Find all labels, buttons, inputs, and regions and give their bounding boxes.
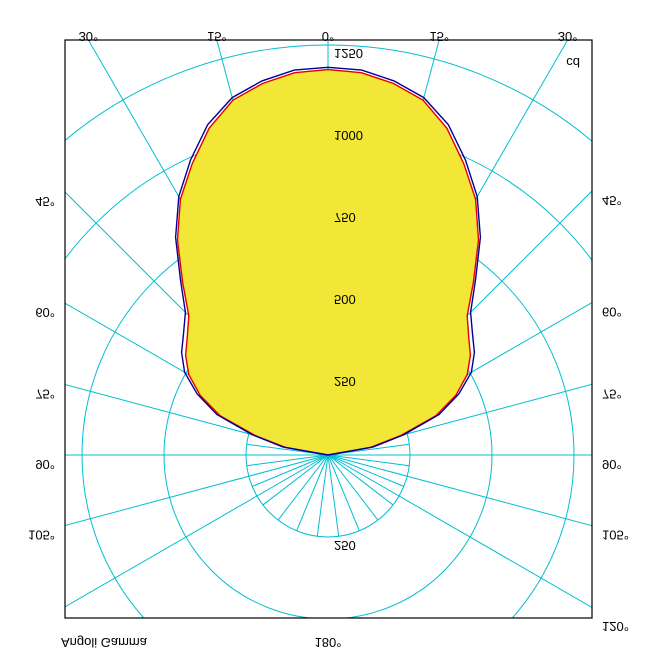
svg-text:0°: 0°: [322, 29, 334, 44]
svg-text:90°: 90°: [602, 457, 622, 472]
polar-photometric-chart: 250 500 750 1000 1250 250 30° 15° 0° 15° 30° cd 45° 4…: [0, 0, 650, 649]
chart-svg: 250 500 750 1000 1250 250 30° 15° 0° 15° 30° cd 45° 4…: [0, 0, 650, 649]
svg-text:180°: 180°: [315, 635, 342, 649]
svg-text:15°: 15°: [429, 29, 449, 44]
svg-text:45°: 45°: [602, 193, 622, 208]
svg-text:250: 250: [334, 374, 356, 389]
svg-text:30°: 30°: [79, 29, 99, 44]
svg-text:500: 500: [334, 292, 356, 307]
svg-text:60°: 60°: [602, 305, 622, 320]
svg-text:750: 750: [334, 210, 356, 225]
svg-text:45°: 45°: [35, 194, 55, 209]
svg-text:75°: 75°: [35, 387, 55, 402]
svg-text:30°: 30°: [558, 29, 578, 44]
svg-text:cd: cd: [566, 55, 580, 70]
svg-text:105°: 105°: [602, 528, 629, 543]
svg-text:60°: 60°: [35, 305, 55, 320]
svg-text:1250: 1250: [334, 46, 363, 61]
svg-text:75°: 75°: [602, 386, 622, 401]
svg-text:1000: 1000: [334, 128, 363, 143]
svg-text:250: 250: [334, 538, 356, 553]
svg-text:15°: 15°: [207, 29, 227, 44]
svg-text:90°: 90°: [35, 457, 55, 472]
svg-text:120°: 120°: [602, 619, 629, 634]
svg-text:Angoli Gamma: Angoli Gamma: [61, 635, 148, 649]
svg-text:105°: 105°: [28, 527, 55, 542]
